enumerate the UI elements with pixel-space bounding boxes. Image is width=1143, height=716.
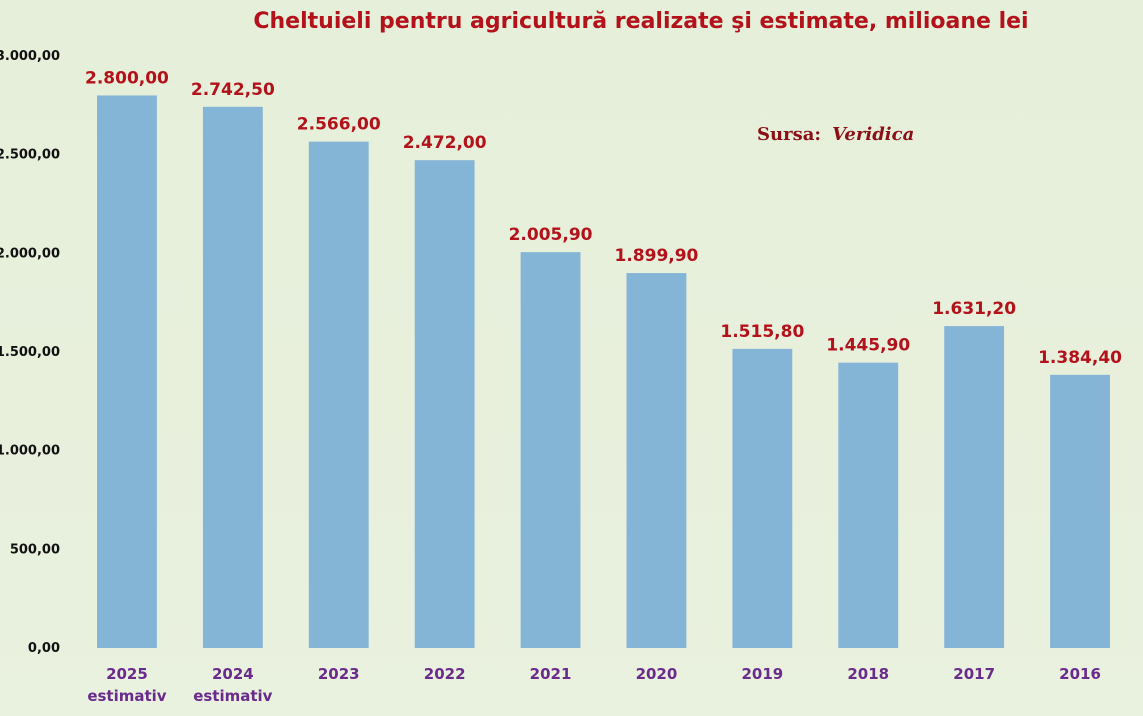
x-tick-label: 2019 xyxy=(741,665,783,683)
bar xyxy=(414,160,475,648)
data-label: 1.384,40 xyxy=(1038,348,1122,368)
y-tick-label: 500,00 xyxy=(10,542,60,557)
data-label: 2.800,00 xyxy=(85,68,169,88)
bar xyxy=(520,252,581,648)
x-tick-label: 2016 xyxy=(1059,665,1101,683)
x-tick-label: 2025 estimativ xyxy=(87,665,166,705)
y-axis: 0,00 500,00 1.000,00 1.500,00 2.000,00 2.500,… xyxy=(0,49,60,656)
data-label: 2.742,50 xyxy=(191,80,275,100)
data-label: 1.631,20 xyxy=(932,299,1016,319)
x-axis: 2025 estimativ 2024 estimativ 2023 2022 2021 20… xyxy=(87,665,1101,705)
bar xyxy=(202,106,263,648)
bar xyxy=(1050,374,1110,648)
data-label: 2.472,00 xyxy=(403,133,487,153)
data-label: 1.515,80 xyxy=(720,322,804,342)
y-tick-label: 3.000,00 xyxy=(0,49,60,64)
source-name: Veridica xyxy=(832,124,914,145)
source-annotation: Sursa: Veridica xyxy=(757,124,914,145)
x-tick-label: 2022 xyxy=(424,665,466,683)
y-tick-label: 1.000,00 xyxy=(0,444,60,459)
bar xyxy=(732,348,793,648)
bar xyxy=(97,95,157,648)
data-label: 2.566,00 xyxy=(297,115,381,135)
y-tick-label: 2.500,00 xyxy=(0,148,60,163)
data-label: 2.005,90 xyxy=(509,225,593,245)
bars xyxy=(97,95,1110,648)
y-tick-label: 2.000,00 xyxy=(0,246,60,261)
data-label: 1.445,90 xyxy=(826,336,910,356)
x-tick-label: 2024 estimativ xyxy=(193,665,272,705)
bar xyxy=(308,141,369,648)
chart-title: Cheltuieli pentru agricultură realizate … xyxy=(253,9,1028,34)
source-prefix: Sursa: xyxy=(757,124,821,145)
x-tick-label: 2018 xyxy=(847,665,889,683)
bar xyxy=(944,326,1005,648)
x-tick-label: 2023 xyxy=(318,665,360,683)
data-label: 1.899,90 xyxy=(615,246,699,266)
y-tick-label: 1.500,00 xyxy=(0,345,60,360)
x-tick-label: 2021 xyxy=(530,665,572,683)
x-tick-label: 2017 xyxy=(953,665,995,683)
value-labels: 2.800,00 2.742,50 2.566,00 2.472,00 2.005,90… xyxy=(85,68,1122,367)
y-tick-label: 0,00 xyxy=(28,641,60,656)
bar xyxy=(626,273,687,648)
bar xyxy=(838,362,899,648)
x-tick-label: 2020 xyxy=(636,665,678,683)
